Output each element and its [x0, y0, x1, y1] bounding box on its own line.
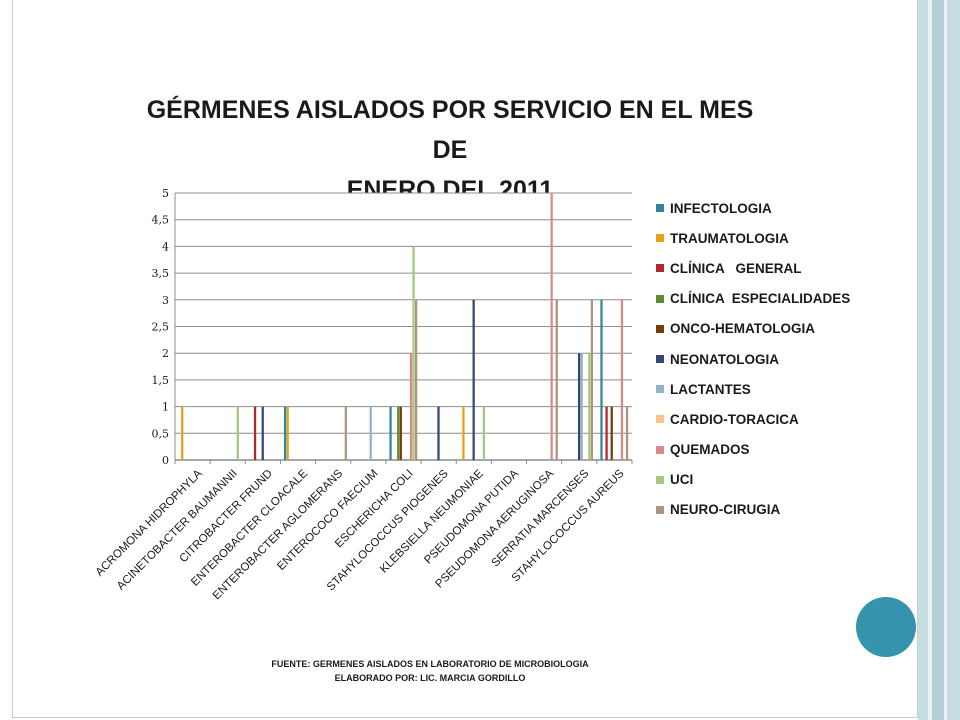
bar	[555, 299, 558, 460]
y-tick-label: 5	[162, 187, 169, 200]
bar	[482, 406, 486, 460]
legend-item: INFECTOLOGIA	[656, 193, 926, 223]
chart-title: GÉRMENES AISLADOS POR SERVICIO EN EL MES…	[130, 90, 770, 210]
legend-swatch	[656, 234, 664, 243]
legend-label: CLÍNICA GENERAL	[670, 260, 802, 276]
bar	[472, 299, 475, 460]
bar	[600, 299, 603, 460]
legend-swatch	[656, 294, 664, 303]
legend-item: LACTANTES	[656, 374, 926, 404]
bar	[261, 406, 264, 460]
legend-swatch	[656, 445, 664, 454]
y-tick-label: 1,5	[152, 374, 170, 387]
y-tick-label: 4	[162, 240, 169, 253]
bar	[389, 406, 392, 460]
legend-swatch	[656, 385, 664, 394]
bar	[399, 406, 402, 460]
legend-swatch	[656, 415, 664, 424]
legend-swatch	[656, 505, 664, 514]
legend-label: CARDIO-TORACICA	[670, 411, 799, 427]
bar	[409, 353, 413, 460]
bar	[550, 193, 553, 460]
legend-item: QUEMADOS	[656, 435, 926, 465]
bar	[577, 353, 581, 460]
legend-item: CLÍNICA ESPECIALIDADES	[656, 284, 926, 314]
bar	[580, 353, 583, 460]
legend-item: CLÍNICA GENERAL	[656, 253, 926, 283]
bar	[369, 406, 372, 460]
bar	[588, 353, 591, 460]
bar	[620, 299, 624, 460]
bar	[590, 299, 594, 460]
legend-item: CARDIO-TORACICA	[656, 404, 926, 434]
y-tick-label: 4,5	[152, 214, 170, 227]
accent-circle	[856, 597, 916, 657]
legend-label: NEONATOLOGIA	[670, 351, 780, 367]
legend-label: UCI	[670, 472, 694, 488]
legend-item: ONCO-HEMATOLOGIA	[656, 314, 926, 344]
legend-swatch	[656, 264, 664, 273]
bar	[462, 406, 465, 460]
footer-author: ELABORADO POR: LIC. MARCIA GORDILLO	[334, 673, 526, 683]
legend-item: NEONATOLOGIA	[656, 344, 926, 374]
bar	[415, 299, 418, 460]
legend-swatch	[656, 204, 664, 213]
bar	[344, 406, 347, 460]
bar	[412, 246, 415, 460]
y-tick-label: 0	[162, 454, 169, 467]
y-tick-label: 3,5	[152, 267, 170, 280]
legend-swatch	[656, 475, 664, 484]
y-tick-label: 2,5	[152, 321, 170, 334]
bar	[253, 406, 257, 460]
bar	[286, 406, 289, 460]
legend-label: LACTANTES	[670, 381, 751, 397]
decorative-stripes	[918, 0, 960, 720]
bar	[625, 406, 629, 460]
legend-label: QUEMADOS	[670, 442, 750, 458]
legend-label: CLÍNICA ESPECIALIDADES	[670, 291, 851, 307]
legend-label: NEURO-CIRUGIA	[670, 502, 781, 518]
legend-item: NEURO-CIRUGIA	[656, 495, 926, 525]
legend-label: TRAUMATOLOGIA	[670, 230, 789, 246]
bar	[181, 406, 184, 460]
x-tick-label: ENTEROBACTER AGLOMERANS	[211, 467, 346, 602]
y-tick-label: 0,5	[152, 427, 170, 440]
chart-legend: INFECTOLOGIA TRAUMATOLOGIA CLÍNICA GENERAL…	[656, 193, 926, 525]
bar	[605, 406, 608, 460]
legend-item: TRAUMATOLOGIA	[656, 223, 926, 253]
bar	[437, 406, 440, 460]
legend-swatch	[656, 324, 664, 333]
bar	[397, 406, 400, 460]
bar	[236, 406, 239, 460]
bar	[610, 406, 613, 460]
slide-frame	[12, 0, 918, 718]
legend-swatch	[656, 355, 664, 364]
legend-label: INFECTOLOGIA	[670, 200, 772, 216]
legend-label: ONCO-HEMATOLOGIA	[670, 321, 815, 337]
y-tick-label: 2	[162, 347, 169, 360]
y-tick-label: 3	[162, 294, 169, 307]
y-tick-label: 1	[162, 401, 169, 414]
bar	[283, 406, 287, 460]
footer-source: FUENTE: GERMENES AISLADOS EN LABORATORIO…	[271, 659, 589, 669]
footer: FUENTE: GERMENES AISLADOS EN LABORATORIO…	[180, 657, 680, 685]
legend-item: UCI	[656, 465, 926, 495]
title-line-1: GÉRMENES AISLADOS POR SERVICIO EN EL MES…	[146, 96, 754, 164]
